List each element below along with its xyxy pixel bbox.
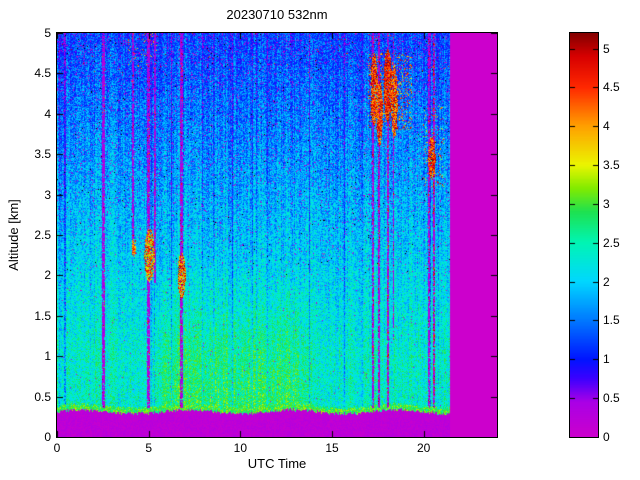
ctick-label: 3	[603, 196, 610, 211]
xtick-label: 5	[145, 441, 152, 455]
chart-title: 20230710 532nm	[226, 7, 328, 22]
heatmap-plot	[56, 32, 498, 438]
xtick-label: 10	[233, 441, 248, 455]
ctick-label: 4.5	[603, 80, 620, 95]
ctick-label: 2	[603, 274, 610, 289]
xtick-label: 0	[53, 441, 61, 455]
ytick-label: 1.5	[34, 308, 51, 323]
ytick-label: 0.5	[34, 389, 51, 404]
ytick-label: 5	[44, 26, 51, 40]
ctick-label: 1	[603, 352, 610, 367]
ytick-label: 2.5	[34, 228, 51, 242]
ytick-label: 1	[44, 349, 51, 364]
ctick-label: 4	[603, 119, 610, 134]
ctick-label: 5	[603, 41, 610, 56]
colorbar	[569, 32, 599, 438]
xtick-label: 20	[416, 441, 431, 455]
ytick-label: 3.5	[34, 147, 51, 162]
ctick-label: 0.5	[603, 391, 620, 406]
ctick-label: 0	[603, 430, 610, 444]
ytick-label: 0	[44, 430, 51, 444]
y-axis-label: Altitude [km]	[6, 199, 21, 271]
ctick-label: 2.5	[603, 235, 620, 250]
ytick-label: 4.5	[34, 66, 51, 81]
ctick-label: 1.5	[603, 313, 620, 328]
x-axis-label: UTC Time	[247, 456, 307, 471]
xtick-label: 15	[325, 441, 339, 455]
ytick-label: 4	[44, 106, 51, 121]
ctick-label: 3.5	[603, 158, 620, 173]
ytick-label: 3	[44, 187, 51, 202]
ytick-label: 2	[44, 268, 51, 283]
